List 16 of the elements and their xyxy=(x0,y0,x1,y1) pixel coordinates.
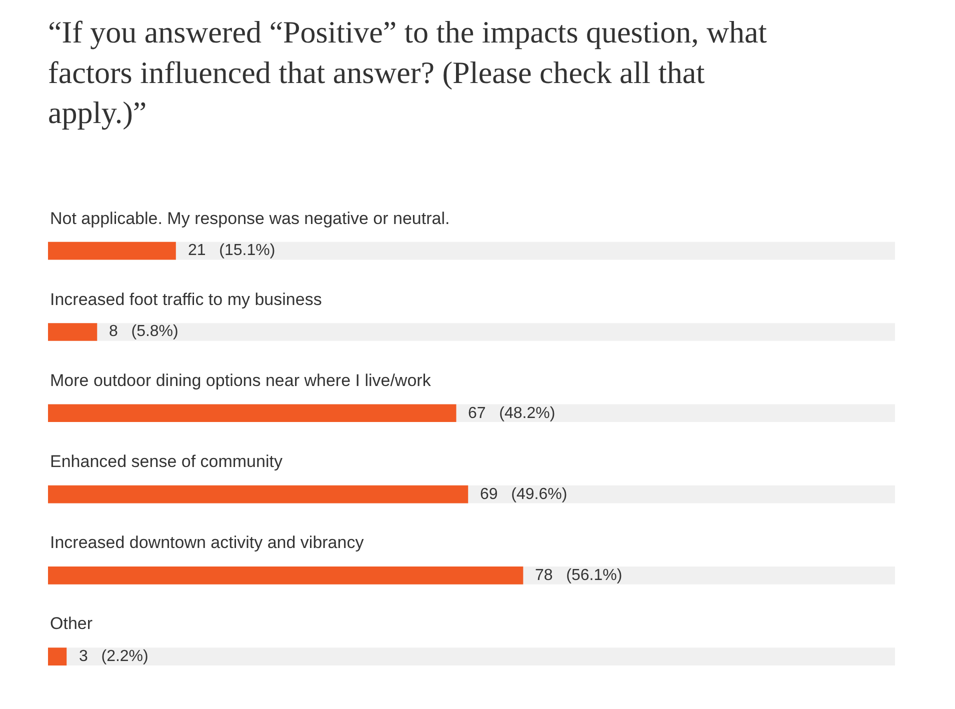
data-label: 8 (5.8%) xyxy=(109,323,178,340)
bar xyxy=(48,648,67,666)
chart-title: “If you answered “Positive” to the impacts question, what factors influenced that answer? (Please check all that apply.)” xyxy=(48,14,768,130)
data-label: 67 (48.2%) xyxy=(468,405,556,422)
bar xyxy=(48,242,176,260)
y-tick-label: More outdoor dining options near where I live/work xyxy=(50,371,432,390)
bar xyxy=(48,323,98,341)
y-tick-label: Not applicable. My response was negative or neutral. xyxy=(50,209,450,228)
y-tick-label: Enhanced sense of community xyxy=(50,452,283,471)
y-tick-label: Increased downtown activity and vibrancy xyxy=(50,533,364,552)
y-tick-label: Other xyxy=(50,614,93,633)
data-label: 78 (56.1%) xyxy=(535,567,622,584)
data-label: 3 (2.2%) xyxy=(79,648,148,665)
data-label: 21 (15.1%) xyxy=(188,242,276,259)
data-label: 69 (49.6%) xyxy=(480,486,568,503)
y-tick-label: Increased foot traffic to my business xyxy=(50,290,322,309)
